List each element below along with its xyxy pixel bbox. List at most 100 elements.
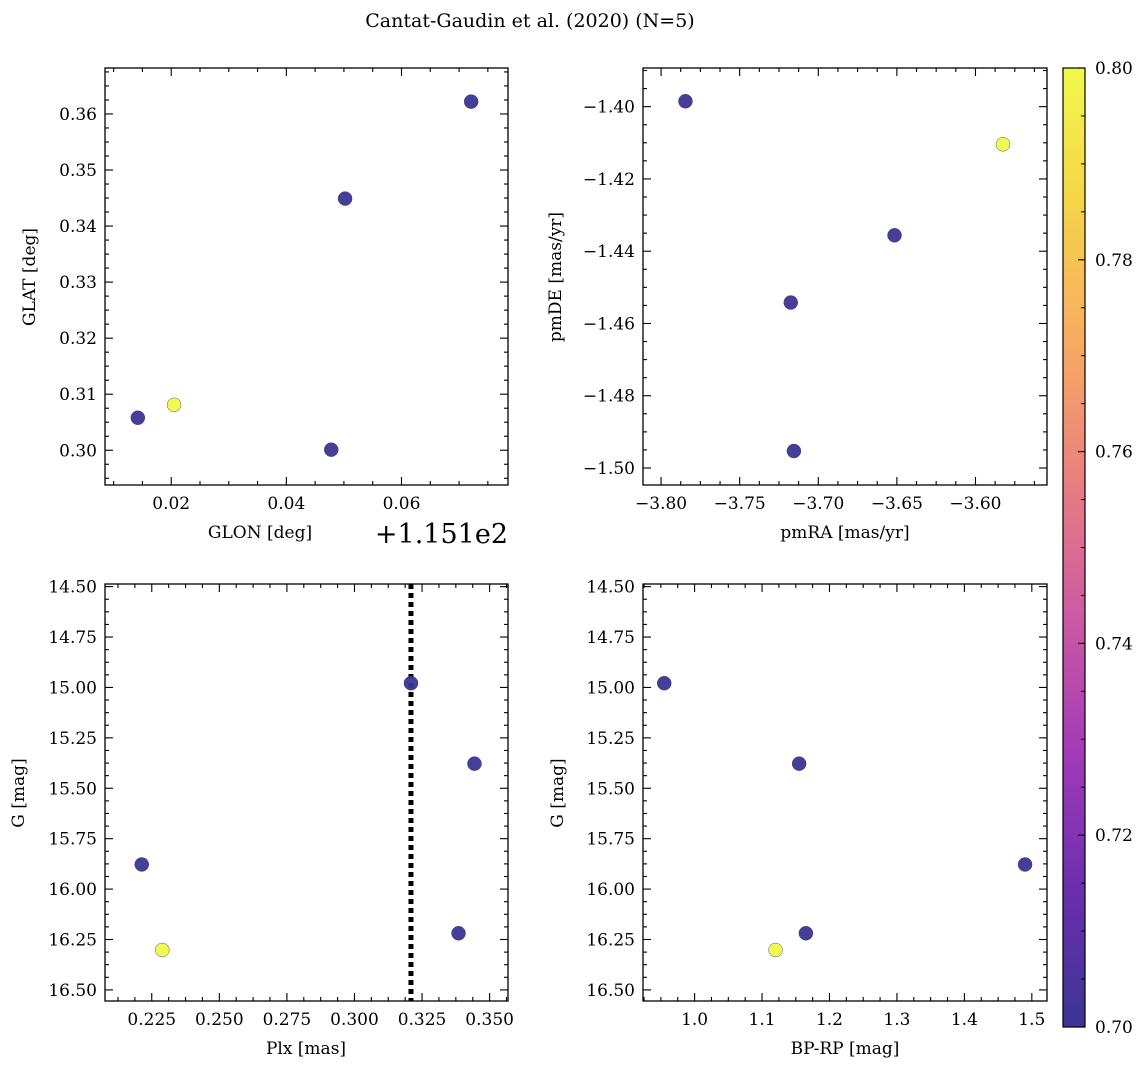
y-tick-label: −1.46 [583, 314, 635, 334]
x-tick-label: 0.325 [398, 1010, 447, 1030]
colorbar-tick-label: 0.78 [1095, 251, 1133, 271]
colorbar-tick-label: 0.80 [1095, 59, 1133, 79]
y-tick-label: 15.25 [48, 729, 97, 749]
scatter-point [798, 926, 814, 941]
colorbar-tick-label: 0.70 [1095, 1018, 1133, 1038]
x-tick-label: 0.225 [127, 1010, 176, 1030]
x-tick-label: 0.300 [330, 1010, 379, 1030]
y-tick-label: 15.50 [48, 779, 97, 799]
figure-title: Cantat-Gaudin et al. (2020) (N=5) [365, 10, 694, 32]
y-tick-label: 14.75 [586, 628, 635, 648]
panel-plx-g: 0.225 0.250 0.275 0.300 0.325 0.350 14.50 14.75… [9, 578, 514, 1059]
panel-pm: −3.80 −3.75 −3.70 −3.65 −3.60 −1.50 −1.48 −1.46… [546, 67, 1048, 543]
y-tick-label: 16.25 [48, 930, 97, 950]
scatter-point [783, 295, 798, 310]
x-tick-label: 0.02 [152, 494, 190, 514]
x-tick-label: 1.1 [749, 1010, 776, 1030]
scatter-point [337, 191, 353, 206]
y-tick-label: −1.42 [583, 170, 635, 190]
scatter-point [768, 942, 783, 958]
scatter-point [134, 857, 149, 872]
scatter-point [1017, 857, 1033, 872]
y-tick-label: 16.50 [586, 981, 635, 1001]
colorbar-tick-label: 0.72 [1095, 826, 1133, 846]
colorbar: 0.70 0.72 0.74 0.76 0.78 0.80 [1062, 59, 1133, 1038]
scatter-point [467, 756, 482, 771]
y-tick-label: 15.00 [48, 678, 97, 698]
scatter-point [887, 228, 902, 243]
y-tick-label: 0.30 [59, 441, 97, 461]
x-axis-label: BP-RP [mag] [791, 1039, 900, 1059]
ticks [643, 68, 1047, 485]
x-tick-label: 1.2 [816, 1010, 843, 1030]
x-tick-label: 1.4 [951, 1010, 978, 1030]
scatter-point [166, 397, 182, 413]
scatter-point [155, 942, 170, 958]
y-tick-label: 16.50 [48, 981, 97, 1001]
y-tick-label: 15.50 [586, 779, 635, 799]
colorbar-tick-label: 0.76 [1095, 443, 1133, 463]
y-tick-label: 15.00 [586, 678, 635, 698]
y-axis-label: GLAT [deg] [20, 228, 40, 326]
y-tick-label: 15.75 [48, 830, 97, 850]
y-tick-label: 0.35 [59, 161, 97, 181]
x-tick-label: 0.04 [267, 494, 305, 514]
ticks [105, 68, 508, 485]
x-axis-label: Plx [mas] [266, 1039, 346, 1059]
y-axis-label: G [mag] [548, 758, 568, 827]
x-tick-label: −3.80 [635, 494, 687, 514]
scatter-panels: 0.02 0.04 0.06 0.30 0.31 0.32 0.33 0.34 0.35 0.36… [9, 67, 1048, 1059]
plot-frame [642, 583, 1048, 1002]
panel-cmd: 1.0 1.1 1.2 1.3 1.4 1.5 14.50 14.75 15.00 15.25 15… [548, 578, 1048, 1059]
y-tick-label: 14.75 [48, 628, 97, 648]
scatter-point [451, 926, 466, 941]
y-tick-label: 0.31 [59, 385, 97, 405]
y-axis-label: G [mag] [9, 758, 29, 827]
y-tick-label: 16.00 [48, 880, 97, 900]
y-tick-label: 16.25 [586, 930, 635, 950]
x-tick-label: −3.65 [871, 494, 923, 514]
x-tick-label: −3.70 [792, 494, 844, 514]
x-tick-label: 1.5 [1018, 1010, 1045, 1030]
colorbar-tick-label: 0.74 [1095, 634, 1133, 654]
scatter-point [324, 442, 339, 457]
plot-frame [642, 67, 1048, 486]
x-tick-label: −3.75 [714, 494, 766, 514]
scatter-point [130, 410, 146, 425]
y-tick-label: 0.33 [59, 273, 97, 293]
y-tick-label: 15.25 [586, 729, 635, 749]
x-axis-label: GLON [deg] [208, 523, 312, 543]
scatter-point [657, 676, 672, 691]
y-axis-label: pmDE [mas/yr] [546, 212, 566, 342]
y-tick-label: −1.48 [583, 387, 635, 407]
scatter-point [463, 94, 479, 109]
panel-glon-glat: 0.02 0.04 0.06 0.30 0.31 0.32 0.33 0.34 0.35 0.36… [20, 67, 509, 550]
x-tick-label: 0.350 [465, 1010, 514, 1030]
y-tick-label: 0.34 [59, 217, 97, 237]
y-tick-label: −1.50 [583, 459, 635, 479]
scatter-point [403, 676, 419, 691]
scatter-point [786, 443, 802, 459]
y-tick-label: 0.36 [59, 105, 97, 125]
x-tick-label: −3.60 [949, 494, 1001, 514]
scatter-point [678, 94, 693, 109]
y-tick-label: 16.00 [586, 880, 635, 900]
y-tick-label: 15.75 [586, 830, 635, 850]
ticks [105, 584, 508, 1001]
x-tick-label: 0.250 [195, 1010, 244, 1030]
y-tick-label: −1.40 [583, 98, 635, 118]
x-tick-label: 1.3 [883, 1010, 910, 1030]
y-tick-label: 14.50 [48, 578, 97, 598]
y-tick-label: 0.32 [59, 329, 97, 349]
y-tick-label: −1.44 [583, 242, 635, 262]
ticks [643, 584, 1047, 1001]
y-tick-label: 14.50 [586, 578, 635, 598]
x-tick-label: 0.275 [263, 1010, 312, 1030]
scatter-point [791, 756, 807, 771]
plot-frame [104, 67, 509, 486]
x-tick-label: 1.0 [681, 1010, 708, 1030]
plot-frame [104, 583, 509, 1002]
x-tick-label: 0.06 [383, 494, 421, 514]
scatter-point [995, 137, 1011, 152]
